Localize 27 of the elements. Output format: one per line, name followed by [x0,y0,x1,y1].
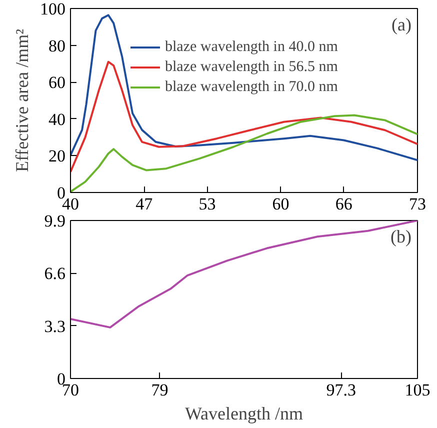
legend-label: blaze wavelength in 56.5 nm [165,58,338,76]
y-tick-label: 0 [57,184,66,202]
annotation: (b) [390,226,412,246]
y-tick-label: 40 [48,110,66,129]
line-series [70,220,418,328]
x-tick-label: 53 [198,194,216,214]
y-tick-label: 80 [48,36,66,56]
y-tick-label: 100 [40,0,66,18]
x-tick-label: 60 [272,194,290,214]
line-series [70,60,418,173]
y-axis-title: Effective area /mm² [12,28,32,172]
x-tick-label: 47 [136,194,154,214]
legend-label: blaze wavelength in 40.0 nm [165,38,338,56]
annotation: (a) [392,14,412,34]
x-tick-label: 105 [404,380,430,400]
x-tick-label: 79 [151,380,168,400]
y-tick-label: 3.3 [44,316,66,336]
y-tick-label: 60 [48,73,66,92]
y-tick-label: 20 [48,146,66,166]
x-tick-label: 97.3 [326,380,356,400]
y-tick-label: 6.6 [44,264,66,284]
x-tick-label: 66 [335,194,352,214]
x-tick-label: 73 [409,194,426,214]
x-axis-title: Wavelength /nm [184,404,304,424]
legend-label: blaze wavelength in 70.0 nm [165,78,338,96]
y-tick-label: 9.9 [44,212,66,230]
line-series [70,14,418,162]
